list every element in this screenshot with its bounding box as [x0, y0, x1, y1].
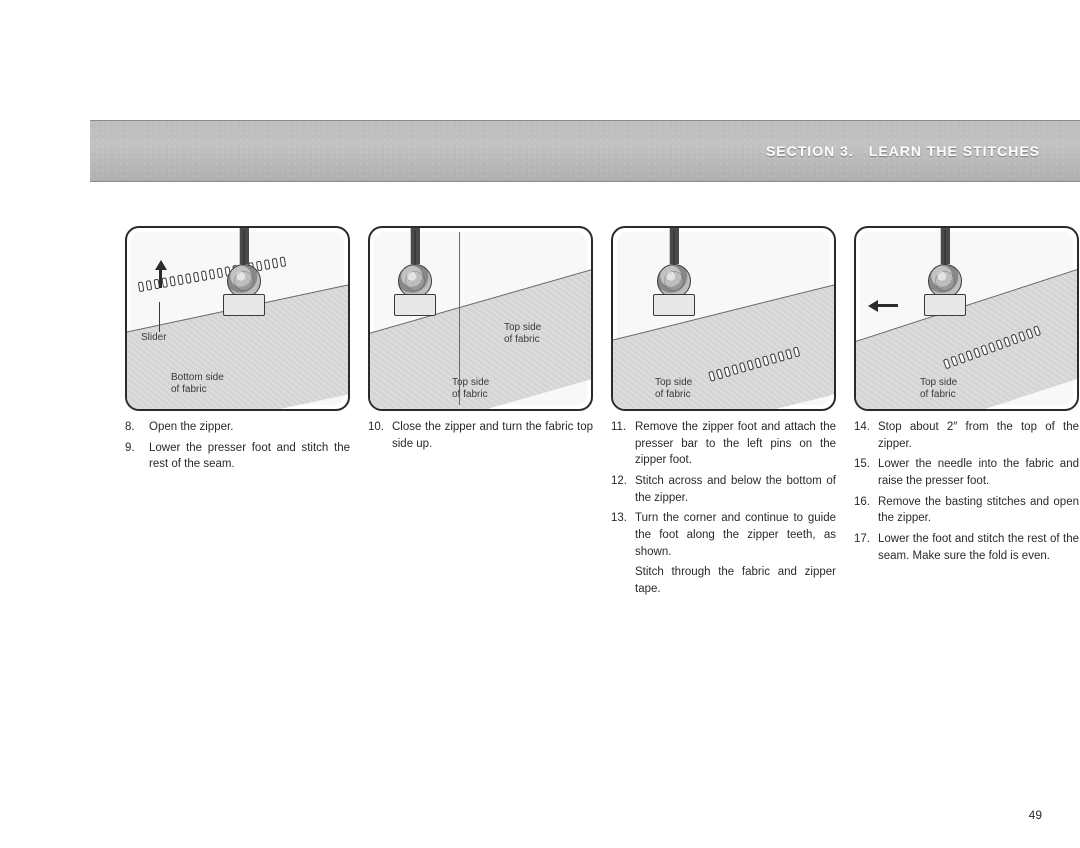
- step-number: 13.: [611, 510, 635, 560]
- annotation-top-side-a: Top side of fabric: [504, 322, 541, 345]
- direction-arrow-icon: [155, 258, 167, 288]
- annotation-label: Bottom side of fabric: [171, 372, 224, 395]
- step-text: Turn the corner and continue to guide th…: [635, 510, 836, 560]
- step-number: 11.: [611, 419, 635, 469]
- step-continuation: Stitch through the fabric and zipper tap…: [635, 564, 836, 597]
- figure-4: Top side of fabric: [854, 226, 1079, 411]
- step-text: Lower the foot and stitch the rest of th…: [878, 531, 1079, 564]
- step-text: Close the zipper and turn the fabric top…: [392, 419, 593, 452]
- section-title: SECTION 3. LEARN THE STITCHES: [766, 143, 1040, 159]
- content-columns: Slider Bottom side of fabric 8.Open the …: [125, 226, 1079, 598]
- annotation-bottom-side: Bottom side of fabric: [171, 372, 224, 395]
- annotation-top-side-b: Top side of fabric: [452, 377, 489, 400]
- step-number: 17.: [854, 531, 878, 564]
- step-text: Remove the basting stitches and open the…: [878, 494, 1079, 527]
- annotation-top-side: Top side of fabric: [655, 377, 692, 400]
- step-number: 14.: [854, 419, 878, 452]
- instructions-col-4: 14.Stop about 2″ from the top of the zip…: [854, 419, 1079, 564]
- step-text: Remove the zipper foot and attach the pr…: [635, 419, 836, 469]
- annotation-label: Top side of fabric: [452, 377, 489, 400]
- step-number: 10.: [368, 419, 392, 452]
- figure-2: Top side of fabric Top side of fabric: [368, 226, 593, 411]
- annotation-label: Top side of fabric: [920, 377, 957, 400]
- annotation-slider: Slider: [141, 332, 167, 344]
- direction-arrow-icon: [868, 300, 898, 312]
- step-text: Lower the presser foot and stitch the re…: [149, 440, 350, 473]
- instructions-col-2: 10.Close the zipper and turn the fabric …: [368, 419, 593, 452]
- column-4: Top side of fabric 14.Stop about 2″ from…: [854, 226, 1079, 598]
- presser-foot-icon: [910, 230, 980, 320]
- annotation-top-side: Top side of fabric: [920, 377, 957, 400]
- figure-1: Slider Bottom side of fabric: [125, 226, 350, 411]
- step-text: Stop about 2″ from the top of the zipper…: [878, 419, 1079, 452]
- figure-3: Top side of fabric: [611, 226, 836, 411]
- instructions-col-1: 8.Open the zipper. 9.Lower the presser f…: [125, 419, 350, 473]
- step-text: Open the zipper.: [149, 419, 350, 436]
- step-number: 12.: [611, 473, 635, 506]
- column-3: Top side of fabric 11.Remove the zipper …: [611, 226, 836, 598]
- step-number: 16.: [854, 494, 878, 527]
- column-1: Slider Bottom side of fabric 8.Open the …: [125, 226, 350, 598]
- page-number: 49: [1029, 808, 1042, 822]
- annotation-label: Top side of fabric: [655, 377, 692, 400]
- instructions-col-3: 11.Remove the zipper foot and attach the…: [611, 419, 836, 598]
- annotation-label: Top side of fabric: [504, 322, 541, 345]
- step-number: 15.: [854, 456, 878, 489]
- presser-foot-icon: [380, 230, 450, 320]
- step-text: Lower the needle into the fabric and rai…: [878, 456, 1079, 489]
- step-text: Stitch across and below the bot­tom of t…: [635, 473, 836, 506]
- step-number: 9.: [125, 440, 149, 473]
- presser-foot-icon: [209, 230, 279, 320]
- column-2: Top side of fabric Top side of fabric 10…: [368, 226, 593, 598]
- section-header-bar: SECTION 3. LEARN THE STITCHES: [90, 120, 1080, 182]
- annotation-label: Slider: [141, 332, 167, 343]
- presser-foot-icon: [639, 230, 709, 320]
- step-number: 8.: [125, 419, 149, 436]
